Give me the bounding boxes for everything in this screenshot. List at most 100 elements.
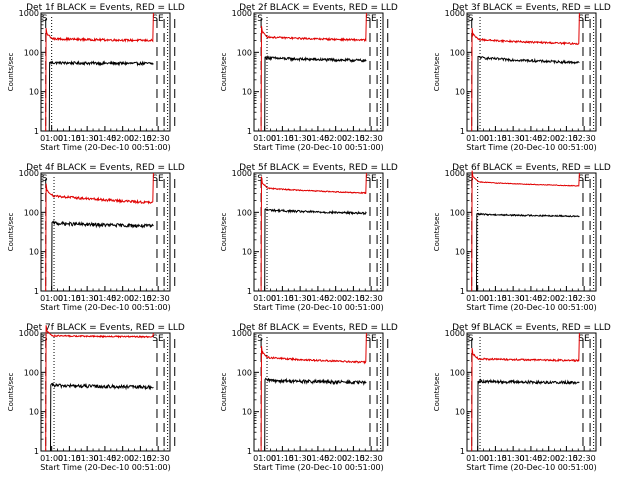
x-tick-label: 01:00 <box>40 454 63 463</box>
x-tick-label: 02:15 <box>342 454 365 463</box>
plot-frame <box>466 332 597 452</box>
events-series-line <box>477 56 580 132</box>
start-marker-label: S <box>468 14 474 24</box>
start-marker-label: S <box>257 334 263 344</box>
x-tick-label: 02:15 <box>342 294 365 303</box>
events-series-line <box>51 219 154 292</box>
end-marker-label: SE <box>365 14 377 24</box>
plot-frame <box>40 172 171 292</box>
y-tick-label: 100 <box>24 48 39 57</box>
x-axis-label: Start Time (20-Dec-10 00:51:00) <box>40 303 171 312</box>
panel-title: Det 3f BLACK = Events, RED = LLD <box>452 3 611 13</box>
x-tick-label: 01:45 <box>519 294 542 303</box>
events-series-line <box>264 377 367 452</box>
end-marker-label: SE <box>365 174 377 184</box>
panel-title: Det 5f BLACK = Events, RED = LLD <box>239 163 398 173</box>
y-tick-label: 1000 <box>445 9 465 18</box>
panel-title: Det 2f BLACK = Events, RED = LLD <box>239 3 398 13</box>
plot-frame <box>253 332 384 452</box>
x-tick-label: 01:45 <box>93 134 116 143</box>
x-tick-label: 02:30 <box>573 454 596 463</box>
x-tick-label: 01:30 <box>502 294 525 303</box>
y-tick-label: 10 <box>455 408 465 417</box>
y-tick-label: 1 <box>460 287 465 296</box>
lld-series-line <box>471 170 580 292</box>
events-series-line <box>48 60 154 132</box>
y-tick-label: 1000 <box>445 169 465 178</box>
x-tick-label: 02:30 <box>360 454 383 463</box>
y-tick-label: 1 <box>460 447 465 456</box>
x-axis-label: Start Time (20-Dec-10 00:51:00) <box>253 303 384 312</box>
y-tick-label: 1 <box>247 287 252 296</box>
panel-title: Det 6f BLACK = Events, RED = LLD <box>452 163 611 173</box>
start-marker-label: S <box>257 14 263 24</box>
end-marker-label: SE <box>152 334 164 344</box>
x-tick-label: 01:15 <box>484 294 507 303</box>
x-tick-label: 01:45 <box>93 454 116 463</box>
start-marker-label: S <box>42 334 48 344</box>
x-tick-label: 02:30 <box>360 134 383 143</box>
end-marker-label: SE <box>365 334 377 344</box>
lld-series-line <box>45 172 154 292</box>
y-axis-label: Counts/sec <box>7 213 15 252</box>
x-axis-label: Start Time (20-Dec-10 00:51:00) <box>253 463 384 472</box>
plot-frame <box>40 12 171 132</box>
x-tick-label: 01:45 <box>306 454 329 463</box>
x-tick-label: 01:00 <box>253 134 276 143</box>
x-tick-label: 01:45 <box>519 134 542 143</box>
end-marker-label: SE <box>152 14 164 24</box>
y-tick-label: 1000 <box>19 169 39 178</box>
x-axis-label: Start Time (20-Dec-10 00:51:00) <box>466 143 597 152</box>
x-tick-label: 01:00 <box>466 454 489 463</box>
panel-title: Det 4f BLACK = Events, RED = LLD <box>26 163 185 173</box>
y-axis-label: Counts/sec <box>220 213 228 252</box>
start-marker-label: S <box>257 174 263 184</box>
x-tick-label: 02:15 <box>129 134 152 143</box>
y-axis-label: Counts/sec <box>220 53 228 92</box>
y-tick-label: 100 <box>237 368 252 377</box>
plot-frame <box>40 332 171 452</box>
x-tick-label: 02:30 <box>147 454 170 463</box>
x-tick-label: 02:30 <box>573 294 596 303</box>
x-tick-label: 01:00 <box>253 294 276 303</box>
x-tick-label: 01:30 <box>289 294 312 303</box>
lld-series-line <box>260 172 367 292</box>
y-axis-label: Counts/sec <box>433 213 441 252</box>
x-tick-label: 01:15 <box>58 454 81 463</box>
y-tick-label: 1 <box>34 127 39 136</box>
x-tick-label: 01:30 <box>502 134 525 143</box>
x-tick-label: 01:15 <box>58 294 81 303</box>
panel-det-3f: Det 3f BLACK = Events, RED = LLD 1 10 100 10… <box>433 3 611 152</box>
y-axis-label: Counts/sec <box>220 373 228 412</box>
x-tick-label: 01:00 <box>466 294 489 303</box>
panel-det-1f: Det 1f BLACK = Events, RED = LLD 1 10 100 10… <box>7 3 185 152</box>
y-tick-label: 1 <box>247 447 252 456</box>
y-tick-label: 10 <box>29 408 39 417</box>
y-tick-label: 10 <box>242 248 252 257</box>
y-tick-label: 1000 <box>232 9 252 18</box>
x-tick-label: 01:30 <box>502 454 525 463</box>
y-tick-label: 100 <box>450 48 465 57</box>
y-tick-label: 1 <box>34 447 39 456</box>
x-axis-label: Start Time (20-Dec-10 00:51:00) <box>253 143 384 152</box>
x-tick-label: 02:15 <box>129 294 152 303</box>
y-tick-label: 100 <box>237 48 252 57</box>
panel-det-8f: Det 8f BLACK = Events, RED = LLD 1 10 100 10… <box>220 323 398 472</box>
y-tick-label: 1 <box>34 287 39 296</box>
y-tick-label: 10 <box>242 88 252 97</box>
lld-series-line <box>260 12 367 132</box>
y-tick-label: 100 <box>450 368 465 377</box>
end-marker-label: SE <box>578 174 590 184</box>
y-tick-label: 100 <box>450 208 465 217</box>
y-tick-label: 10 <box>455 248 465 257</box>
events-series-line <box>476 212 580 292</box>
x-axis-label: Start Time (20-Dec-10 00:51:00) <box>40 463 171 472</box>
x-tick-label: 02:30 <box>573 134 596 143</box>
lld-series-line <box>45 12 154 132</box>
x-tick-label: 01:45 <box>306 134 329 143</box>
x-tick-label: 02:00 <box>324 454 347 463</box>
x-tick-label: 02:00 <box>537 454 560 463</box>
events-series-line <box>50 382 154 452</box>
y-axis-label: Counts/sec <box>433 373 441 412</box>
